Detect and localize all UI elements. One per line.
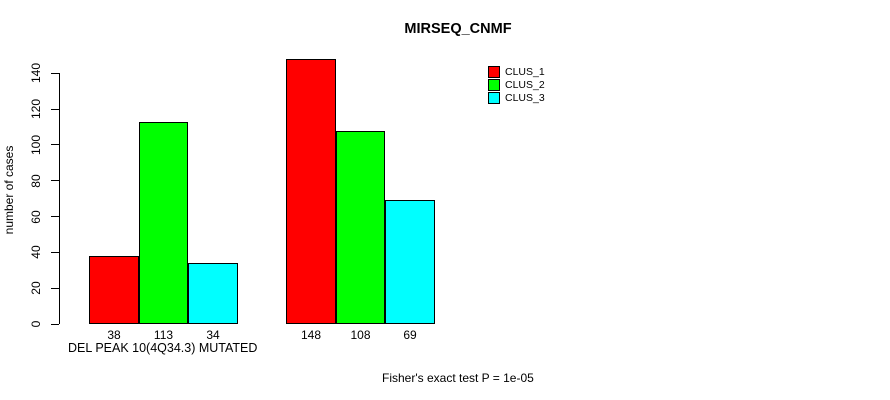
y-axis-line (59, 73, 60, 324)
bar-value-label: 69 (403, 328, 417, 342)
y-tick-label: 60 (29, 209, 43, 224)
footnote: Fisher's exact test P = 1e-05 (382, 371, 534, 385)
y-tick (51, 216, 59, 218)
bar-clus_2-group2 (335, 130, 385, 324)
legend-label: CLUS_1 (505, 66, 545, 78)
bar-clus_1-group2 (286, 58, 336, 324)
legend-swatch-icon (488, 66, 500, 78)
x-axis-title: DEL PEAK 10(4Q34.3) MUTATED (68, 341, 258, 355)
y-tick-label: 120 (29, 99, 43, 120)
chart-title: MIRSEQ_CNMF (404, 21, 512, 37)
y-tick-label: 140 (29, 63, 43, 84)
y-tick (51, 144, 59, 146)
bar-clus_3-group1 (188, 263, 238, 324)
bar-value-label: 148 (300, 328, 322, 342)
bar-clus_2-group1 (138, 121, 188, 324)
bar-value-label: 34 (206, 328, 220, 342)
y-tick (51, 108, 59, 110)
y-tick (51, 180, 59, 182)
y-tick-label: 80 (29, 174, 43, 188)
legend-label: CLUS_3 (505, 92, 545, 105)
y-tick (51, 287, 59, 289)
legend-swatch-icon (488, 92, 500, 105)
y-tick (51, 251, 59, 253)
bar-value-label: 113 (153, 328, 174, 342)
legend-label: CLUS_2 (505, 79, 545, 92)
legend-swatch-icon (488, 79, 500, 92)
bar-clus_3-group2 (385, 200, 435, 324)
y-axis-title: number of cases (2, 145, 16, 235)
y-tick-label: 0 (29, 320, 43, 328)
y-tick-label: 100 (29, 134, 43, 155)
y-tick (51, 72, 59, 74)
bar-clus_1-group1 (89, 255, 139, 324)
y-tick-label: 20 (29, 281, 43, 295)
y-tick (51, 323, 59, 325)
y-tick-label: 40 (29, 245, 43, 260)
bar-value-label: 38 (107, 328, 121, 342)
bar-value-label: 108 (350, 328, 371, 342)
